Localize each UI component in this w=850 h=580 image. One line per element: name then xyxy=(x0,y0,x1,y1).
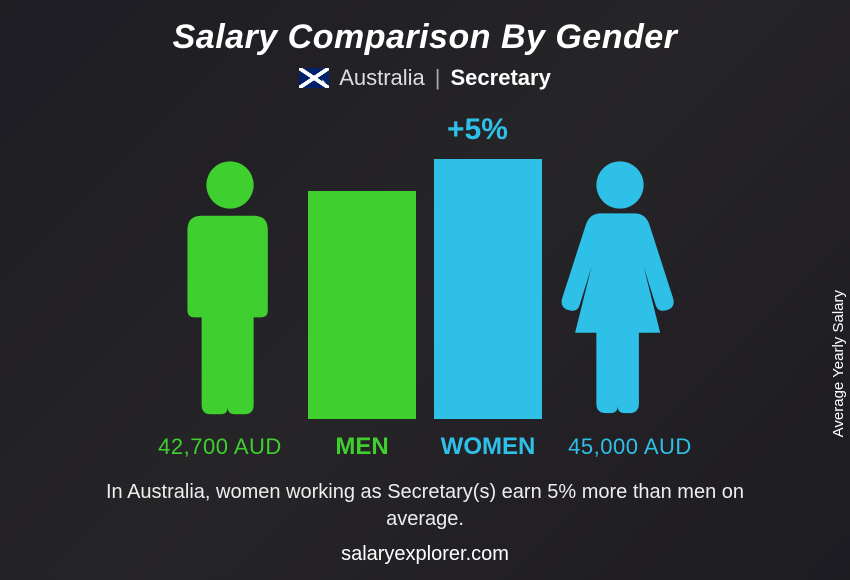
separator: | xyxy=(435,65,441,91)
male-bar xyxy=(308,191,416,419)
footer-text: salaryexplorer.com xyxy=(0,543,850,566)
labels-row: 42,700 AUD MEN WOMEN 45,000 AUD xyxy=(150,433,700,461)
male-icon xyxy=(170,159,290,419)
subtitle-row: Australia | Secretary xyxy=(299,65,551,91)
delta-label: +5% xyxy=(447,113,508,147)
job-label: Secretary xyxy=(451,65,551,91)
flag-icon xyxy=(299,68,329,88)
female-label: WOMEN xyxy=(434,433,542,461)
summary-text: In Australia, women working as Secretary… xyxy=(65,479,785,533)
chart-area: +5% xyxy=(170,119,680,419)
male-figure xyxy=(170,159,290,419)
infographic-container: Salary Comparison By Gender Australia | … xyxy=(0,0,850,580)
female-figure xyxy=(560,159,680,419)
female-value: 45,000 AUD xyxy=(560,434,700,460)
page-title: Salary Comparison By Gender xyxy=(173,18,678,57)
female-bar xyxy=(434,159,542,419)
male-label: MEN xyxy=(308,433,416,461)
male-value: 42,700 AUD xyxy=(150,434,290,460)
y-axis-label: Average Yearly Salary xyxy=(830,290,847,437)
female-icon xyxy=(560,159,680,419)
country-label: Australia xyxy=(339,65,425,91)
